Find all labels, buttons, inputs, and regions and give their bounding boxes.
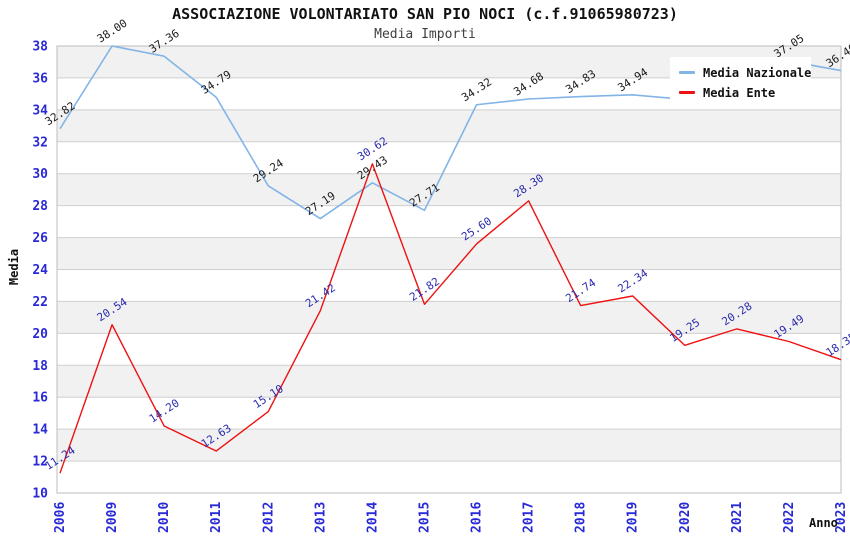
legend-label-ente: Media Ente — [703, 85, 776, 100]
x-axis-title: Anno — [809, 516, 838, 530]
x-tick-label: 2016 — [470, 502, 485, 533]
x-tick-label: 2014 — [365, 502, 380, 533]
y-tick-label: 28 — [32, 199, 48, 214]
x-tick-label: 2020 — [678, 502, 693, 533]
y-tick-label: 14 — [32, 423, 48, 438]
y-tick-label: 16 — [32, 391, 48, 406]
plot-band — [57, 109, 841, 142]
y-tick-label: 18 — [32, 359, 48, 374]
legend-swatch-nazionale-line-icon — [679, 71, 695, 74]
x-tick-label: 2022 — [782, 502, 797, 533]
x-tick-label: 2013 — [313, 502, 328, 533]
y-tick-label: 34 — [32, 103, 48, 118]
plot-band — [57, 301, 841, 334]
x-tick-label: 2021 — [730, 502, 745, 533]
y-tick-label: 26 — [32, 231, 48, 246]
y-tick-label: 32 — [32, 135, 48, 150]
legend: Media Nazionale Media Ente — [670, 57, 811, 105]
y-tick-label: 20 — [32, 327, 48, 342]
y-tick-label: 10 — [32, 487, 48, 502]
x-tick-label: 2023 — [834, 502, 849, 533]
x-tick-label: 2015 — [417, 502, 432, 533]
x-tick-label: 2006 — [53, 502, 68, 533]
x-tick-label: 2017 — [522, 502, 537, 533]
series-line-media-ente — [59, 163, 842, 474]
y-axis-title: Media — [7, 248, 21, 286]
data-label: 18.35 — [824, 330, 850, 359]
legend-swatch-ente-line-icon — [679, 91, 695, 94]
chart-subtitle: Media Importi — [374, 27, 476, 42]
legend-item-media-ente: Media Ente — [679, 84, 811, 101]
x-tick-label: 2019 — [626, 502, 641, 533]
y-tick-label: 30 — [32, 167, 48, 182]
y-tick-label: 12 — [32, 455, 48, 470]
data-label: 34.32 — [459, 75, 494, 104]
x-tick-label: 2009 — [105, 502, 120, 533]
y-tick-label: 22 — [32, 295, 48, 310]
data-label: 22.34 — [615, 266, 650, 295]
y-tick-label: 38 — [32, 40, 48, 55]
x-tick-label: 2011 — [209, 502, 224, 533]
legend-item-media-nazionale: Media Nazionale — [679, 64, 811, 81]
plot-band — [57, 237, 841, 270]
y-tick-label: 36 — [32, 71, 48, 86]
x-tick-label: 2018 — [574, 502, 589, 533]
y-tick-label: 24 — [32, 263, 48, 278]
x-tick-label: 2012 — [261, 502, 276, 533]
plot-band — [57, 173, 841, 206]
x-tick-label: 2010 — [157, 502, 172, 533]
plot-band — [57, 429, 841, 462]
plot-border — [56, 45, 842, 494]
legend-label-nazionale: Media Nazionale — [703, 65, 812, 80]
chart-title: ASSOCIAZIONE VOLONTARIATO SAN PIO NOCI (… — [172, 5, 678, 23]
plot-band — [57, 365, 841, 398]
